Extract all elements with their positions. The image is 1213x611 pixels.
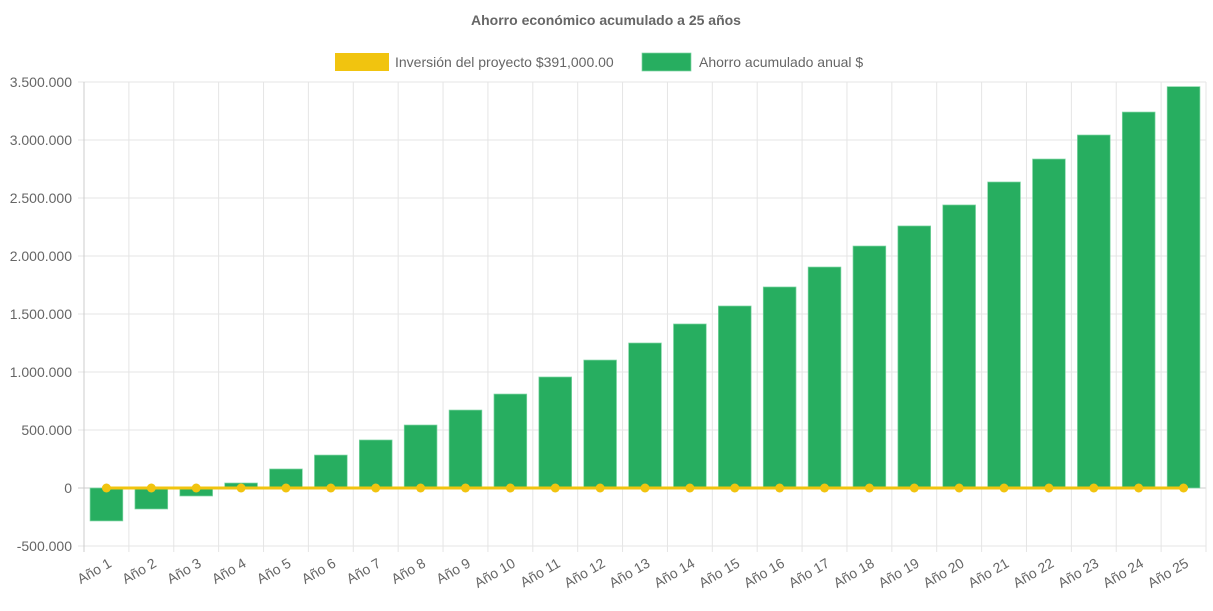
y-tick-label: 1.000.000 [10, 364, 72, 380]
x-tick-label: Año 22 [1010, 555, 1057, 591]
line-point [999, 483, 1009, 493]
line-point [775, 483, 785, 493]
x-tick-label: Año 9 [433, 555, 473, 587]
bar [628, 342, 662, 489]
bar [583, 359, 617, 489]
x-tick-label: Año 11 [517, 555, 563, 591]
bar [358, 439, 393, 489]
chart-title: Ahorro económico acumulado a 25 años [471, 12, 741, 28]
x-tick-label: Año 24 [1100, 555, 1147, 591]
grid [78, 81, 1207, 552]
y-tick-label: 3.000.000 [10, 132, 72, 148]
legend-swatch-savings [641, 52, 692, 72]
line-point [864, 483, 874, 493]
bars [89, 86, 1201, 522]
x-tick-label: Año 10 [471, 555, 518, 591]
x-tick-label: Año 5 [254, 555, 294, 587]
legend: Inversión del proyecto $391,000.00 Ahorr… [335, 52, 863, 72]
x-tick-label: Año 20 [920, 555, 967, 591]
bar [897, 225, 932, 489]
bar [852, 245, 887, 489]
bar [718, 305, 752, 489]
bar [89, 487, 124, 522]
legend-item-investment[interactable]: Inversión del proyecto $391,000.00 [335, 53, 614, 71]
line-point [281, 483, 291, 493]
x-tick-label: Año 12 [561, 555, 608, 591]
line-point [730, 483, 740, 493]
x-tick-label: Año 21 [965, 555, 1012, 591]
bar [1166, 86, 1201, 489]
y-tick-label: 2.500.000 [10, 190, 72, 206]
line-point [820, 483, 830, 493]
x-tick-label: Año 25 [1145, 555, 1192, 591]
line-point [640, 483, 650, 493]
line-point [1089, 483, 1099, 493]
x-tick-label: Año 6 [299, 555, 339, 587]
y-tick-label: 2.000.000 [10, 248, 72, 264]
line-point [101, 483, 111, 493]
bar [807, 266, 842, 489]
x-tick-label: Año 8 [388, 555, 428, 587]
line-point [191, 483, 201, 493]
x-tick-label: Año 3 [164, 555, 204, 587]
x-tick-label: Año 18 [830, 555, 877, 591]
bar [1121, 111, 1156, 489]
x-tick-label: Año 17 [786, 555, 833, 591]
line-point [505, 483, 515, 493]
bar [1077, 134, 1111, 489]
y-tick-label: 1.500.000 [10, 306, 72, 322]
legend-item-savings[interactable]: Ahorro acumulado anual $ [641, 52, 863, 72]
bar [987, 181, 1021, 489]
bar [942, 204, 976, 489]
bar [314, 454, 348, 489]
x-tick-label: Año 13 [606, 555, 653, 591]
line-point [1179, 483, 1189, 493]
bar [762, 286, 797, 489]
line-point [954, 483, 964, 493]
legend-swatch-investment [335, 53, 389, 71]
x-axis: Año 1 Año 2 Año 3 Año 4 Año 5 Año 6 Año 7 Año 8… [74, 555, 1191, 591]
line-point [146, 483, 156, 493]
x-tick-label: Año 16 [741, 555, 788, 591]
line-point [416, 483, 426, 493]
x-tick-label: Año 23 [1055, 555, 1102, 591]
bar [403, 424, 438, 489]
x-tick-label: Año 19 [875, 555, 922, 591]
line-point [371, 483, 381, 493]
line-point [550, 483, 560, 493]
investment-line [101, 483, 1189, 493]
x-tick-label: Año 1 [74, 555, 114, 587]
bar [448, 409, 483, 489]
y-tick-label: 0 [64, 480, 72, 496]
line-point [685, 483, 695, 493]
x-tick-label: Año 7 [344, 555, 384, 587]
bar [673, 323, 707, 489]
x-tick-label: Año 4 [209, 555, 249, 587]
line-point [236, 483, 246, 493]
y-tick-label: 500.000 [21, 422, 72, 438]
x-tick-label: Año 15 [696, 555, 743, 591]
line-point [326, 483, 336, 493]
line-point [909, 483, 919, 493]
bar [1032, 158, 1066, 489]
y-axis: -500.000 0 500.000 1.000.000 1.500.000 2.000.… [10, 74, 73, 554]
y-tick-label: 3.500.000 [10, 74, 72, 90]
line-point [1134, 483, 1144, 493]
x-tick-label: Año 14 [651, 555, 698, 591]
y-tick-label: -500.000 [17, 538, 72, 554]
legend-label-investment: Inversión del proyecto $391,000.00 [395, 54, 614, 70]
line-point [595, 483, 605, 493]
line-point [1044, 483, 1054, 493]
legend-label-savings: Ahorro acumulado anual $ [699, 54, 863, 70]
line-point [460, 483, 470, 493]
bar [538, 376, 572, 489]
bar [493, 393, 528, 489]
x-tick-label: Año 2 [119, 555, 159, 587]
